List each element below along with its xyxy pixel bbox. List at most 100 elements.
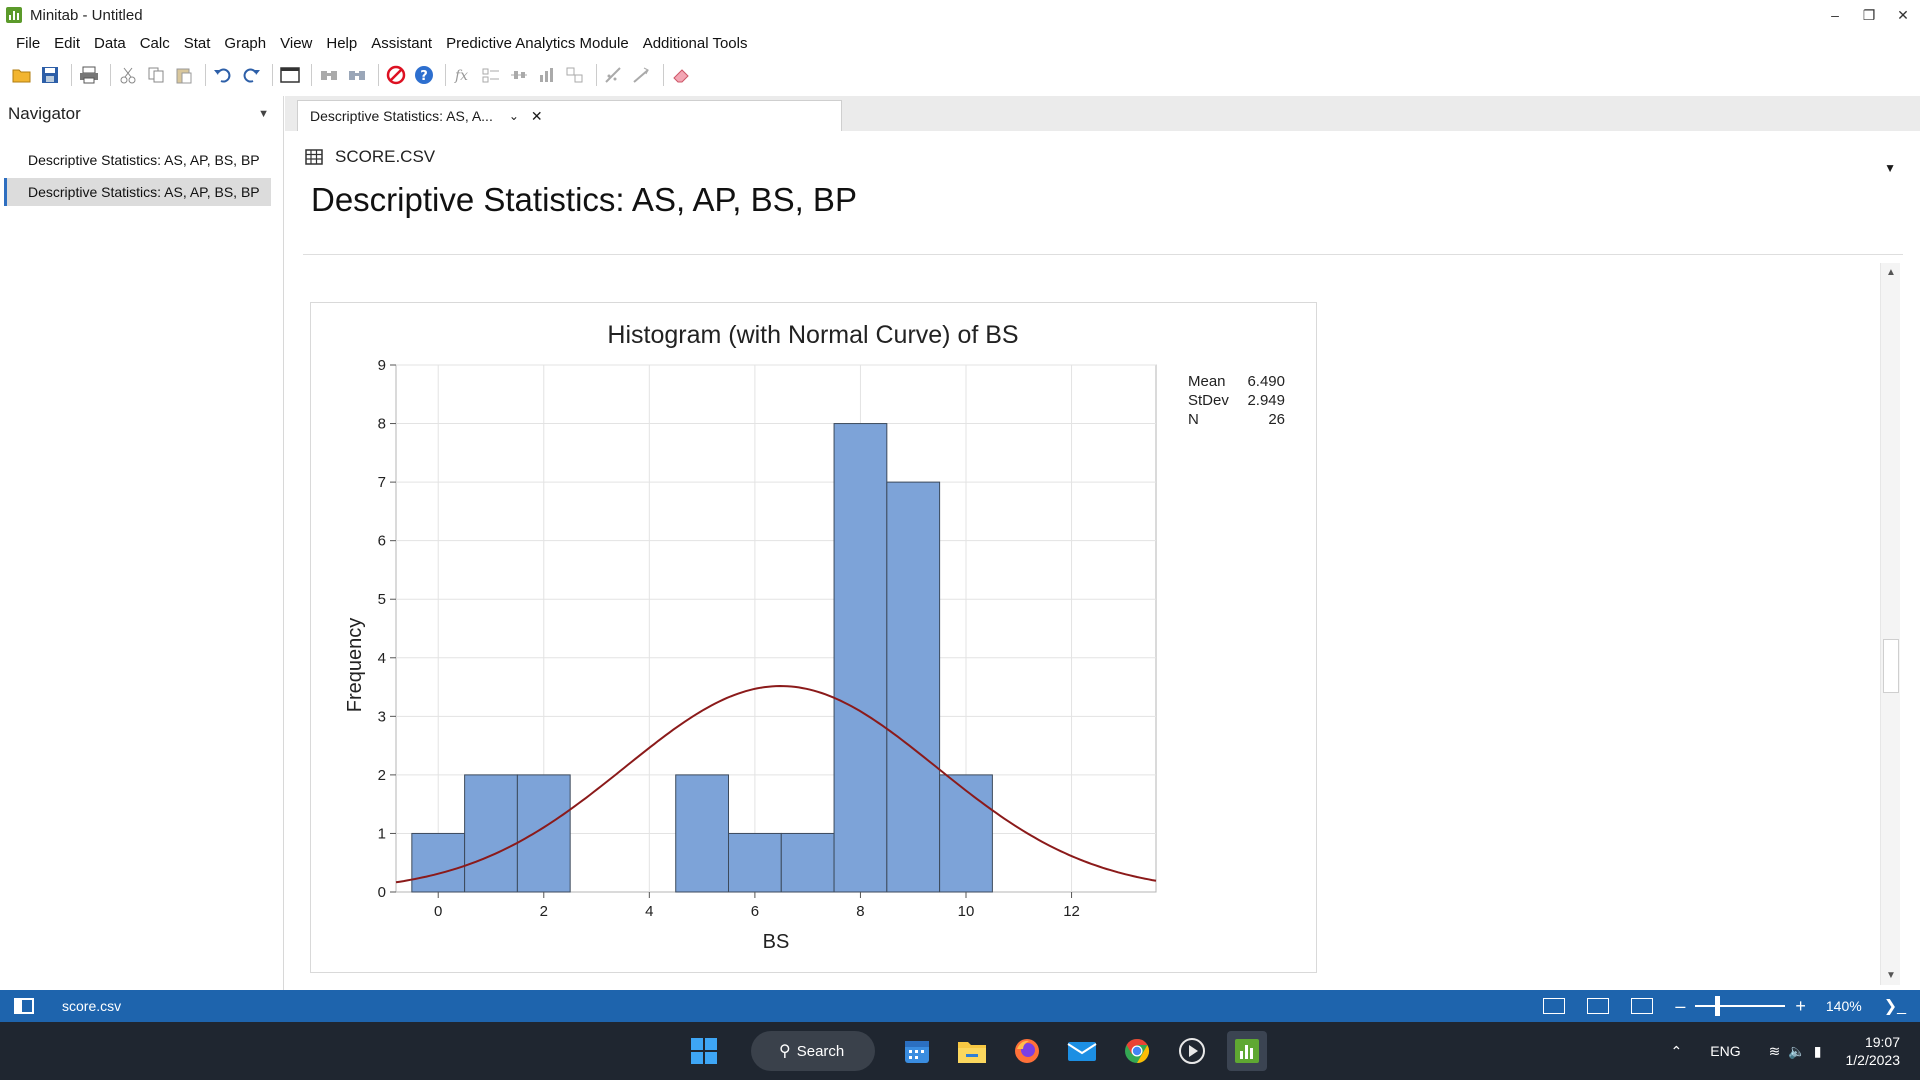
find-next-icon[interactable] bbox=[345, 63, 369, 87]
histogram-bar bbox=[886, 481, 941, 893]
histogram-bar bbox=[675, 774, 730, 893]
zoom-in-icon[interactable]: + bbox=[1795, 995, 1806, 1016]
graph-layout-icon[interactable] bbox=[563, 63, 587, 87]
histogram-graph[interactable]: Histogram (with Normal Curve) of BS 0 2 4 6… bbox=[310, 302, 1317, 973]
zoom-out-icon[interactable]: – bbox=[1675, 995, 1686, 1016]
cancel-icon[interactable] bbox=[384, 63, 408, 87]
calendar-app-icon[interactable] bbox=[897, 1031, 937, 1071]
menu-assistant[interactable]: Assistant bbox=[371, 34, 433, 52]
navigator-item-selected[interactable]: Descriptive Statistics: AS, AP, BS, BP bbox=[4, 178, 271, 206]
title-bar: Minitab - Untitled – ❐ ✕ bbox=[0, 0, 1920, 30]
y-tick-label: 5 bbox=[378, 591, 386, 608]
toggle-navigator-icon[interactable] bbox=[14, 998, 34, 1014]
menu-data[interactable]: Data bbox=[94, 34, 126, 52]
restore-icon[interactable]: ❐ bbox=[1862, 6, 1876, 23]
menu-additional-tools[interactable]: Additional Tools bbox=[642, 34, 748, 52]
command-line-icon[interactable]: ❯_ bbox=[1883, 998, 1906, 1015]
zoom-level: 140% bbox=[1825, 998, 1862, 1014]
brush-icon[interactable] bbox=[602, 63, 626, 87]
battery-icon[interactable]: ▮ bbox=[1813, 1042, 1822, 1059]
help-icon[interactable]: ? bbox=[412, 63, 436, 87]
status-bar: score.csv – + 140% ❯_ bbox=[0, 990, 1920, 1022]
start-icon[interactable] bbox=[684, 1031, 724, 1071]
wifi-icon[interactable]: ≋ bbox=[1768, 1042, 1781, 1059]
y-tick-label: 8 bbox=[378, 416, 386, 433]
taskbar-search[interactable]: ⚲ Search bbox=[751, 1031, 875, 1071]
save-icon[interactable] bbox=[38, 63, 62, 87]
x-tick-label: 8 bbox=[856, 903, 864, 920]
worksheet-view-icon[interactable] bbox=[1587, 998, 1610, 1014]
vertical-scrollbar[interactable]: ▲ ▼ bbox=[1880, 263, 1900, 985]
stat-label-n: N bbox=[1188, 411, 1199, 428]
window-icon[interactable] bbox=[278, 63, 302, 87]
scrollbar-thumb[interactable] bbox=[1883, 639, 1899, 693]
volume-icon[interactable]: 🔈 bbox=[1788, 1042, 1806, 1059]
x-tick-label: 10 bbox=[958, 903, 975, 920]
tab-descriptive-statistics[interactable]: Descriptive Statistics: AS, A... ⌄ ✕ bbox=[297, 100, 842, 131]
align-tool-icon[interactable] bbox=[507, 63, 531, 87]
scroll-up-icon[interactable]: ▲ bbox=[1886, 267, 1896, 278]
language-indicator[interactable]: ENG bbox=[1710, 1043, 1741, 1059]
split-view-icon[interactable] bbox=[1631, 998, 1654, 1014]
menu-view[interactable]: View bbox=[280, 34, 313, 52]
y-tick-label: 9 bbox=[378, 357, 386, 374]
minitab-logo-icon bbox=[6, 7, 22, 23]
clock[interactable]: 19:07 1/2/2023 bbox=[1846, 1033, 1901, 1069]
minimize-icon[interactable]: – bbox=[1831, 7, 1839, 23]
worksheet-name: SCORE.CSV bbox=[335, 147, 436, 166]
y-tick-label: 4 bbox=[378, 650, 386, 667]
worksheet-grid-icon bbox=[305, 149, 323, 165]
zoom-slider[interactable] bbox=[1695, 996, 1786, 1016]
x-tick-label: 0 bbox=[434, 903, 442, 920]
paste-icon[interactable] bbox=[172, 63, 196, 87]
undo-icon[interactable] bbox=[211, 63, 235, 87]
edit-graph-icon[interactable] bbox=[535, 63, 559, 87]
navigator-header: Navigator ▼ bbox=[0, 96, 283, 132]
formula-icon[interactable]: fx bbox=[451, 63, 475, 87]
find-icon[interactable] bbox=[317, 63, 341, 87]
stat-value-stdev: 2.949 bbox=[1247, 392, 1285, 409]
minitab-taskbar-icon[interactable] bbox=[1227, 1031, 1267, 1071]
chevron-up-icon[interactable]: ⌃ bbox=[1670, 1042, 1683, 1059]
media-player-icon[interactable] bbox=[1172, 1031, 1212, 1071]
close-icon[interactable]: ✕ bbox=[530, 107, 543, 124]
navigator-panel: Navigator ▼ Descriptive Statistics: AS, … bbox=[0, 96, 284, 990]
chart-title: Histogram (with Normal Curve) of BS bbox=[607, 321, 1018, 349]
scroll-down-icon[interactable]: ▼ bbox=[1886, 970, 1896, 981]
x-tick-label: 2 bbox=[540, 903, 548, 920]
chevron-down-icon[interactable]: ▼ bbox=[1884, 161, 1896, 175]
cut-icon[interactable] bbox=[116, 63, 140, 87]
histogram-chart: Histogram (with Normal Curve) of BS 0 2 4 6… bbox=[344, 321, 1285, 953]
output-view-icon[interactable] bbox=[1543, 998, 1566, 1014]
menu-calc[interactable]: Calc bbox=[139, 34, 170, 52]
chevron-down-icon[interactable]: ⌄ bbox=[508, 109, 519, 123]
file-explorer-icon[interactable] bbox=[952, 1031, 992, 1071]
y-tick-label: 3 bbox=[378, 708, 386, 725]
crosshair-icon[interactable] bbox=[630, 63, 654, 87]
search-icon: ⚲ bbox=[779, 1043, 791, 1060]
chrome-icon[interactable] bbox=[1117, 1031, 1157, 1071]
firefox-icon[interactable] bbox=[1007, 1031, 1047, 1071]
tab-strip: Descriptive Statistics: AS, A... ⌄ ✕ bbox=[285, 96, 1920, 131]
window-title: Minitab - Untitled bbox=[30, 6, 143, 24]
eraser-icon[interactable] bbox=[669, 63, 693, 87]
mail-icon[interactable] bbox=[1062, 1031, 1102, 1071]
print-icon[interactable] bbox=[77, 63, 101, 87]
clock-date: 1/2/2023 bbox=[1845, 1052, 1901, 1068]
menu-edit[interactable]: Edit bbox=[54, 34, 81, 52]
menu-stat[interactable]: Stat bbox=[183, 34, 211, 52]
layout-tool-icon[interactable] bbox=[479, 63, 503, 87]
close-icon[interactable]: ✕ bbox=[1897, 6, 1909, 23]
chevron-down-icon[interactable]: ▼ bbox=[258, 108, 269, 120]
menu-help[interactable]: Help bbox=[326, 34, 358, 52]
histogram-bar bbox=[728, 832, 782, 893]
open-folder-icon[interactable] bbox=[10, 63, 34, 87]
x-tick-label: 4 bbox=[645, 903, 653, 920]
redo-icon[interactable] bbox=[239, 63, 263, 87]
stats-legend: Mean 6.490 StDev 2.949 N 26 bbox=[1188, 373, 1285, 428]
menu-file[interactable]: File bbox=[16, 34, 41, 52]
navigator-item[interactable]: Descriptive Statistics: AS, AP, BS, BP bbox=[28, 152, 260, 168]
menu-predictive-analytics[interactable]: Predictive Analytics Module bbox=[446, 34, 629, 52]
copy-icon[interactable] bbox=[144, 63, 168, 87]
menu-graph[interactable]: Graph bbox=[224, 34, 267, 52]
